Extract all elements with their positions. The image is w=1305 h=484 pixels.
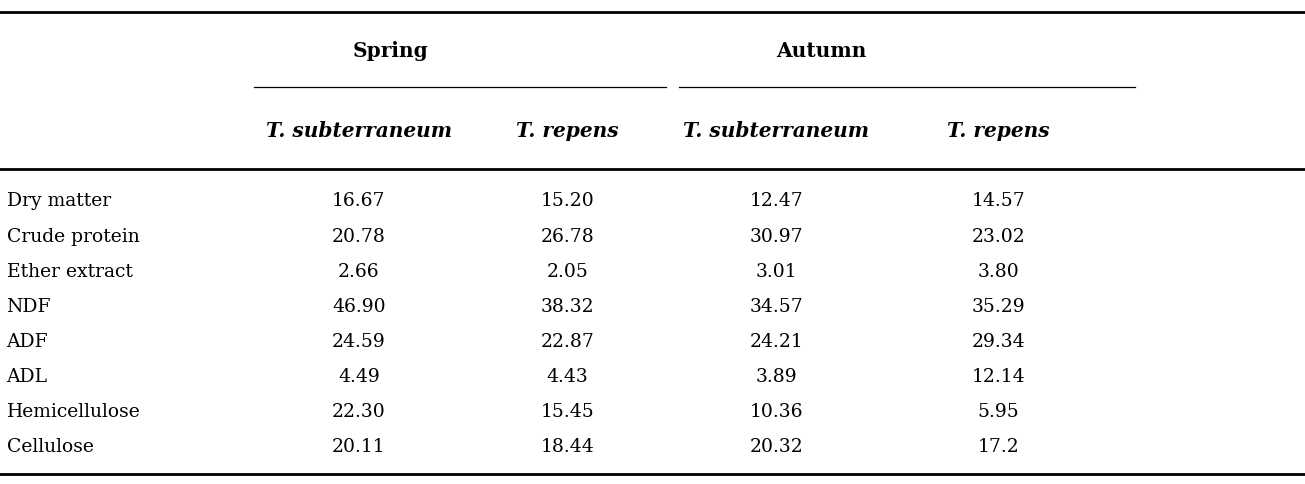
Text: 3.89: 3.89 xyxy=(756,368,797,386)
Text: 16.67: 16.67 xyxy=(333,193,385,211)
Text: 20.11: 20.11 xyxy=(331,438,386,456)
Text: 14.57: 14.57 xyxy=(971,193,1026,211)
Text: Autumn: Autumn xyxy=(776,41,867,61)
Text: 26.78: 26.78 xyxy=(540,227,595,245)
Text: 12.14: 12.14 xyxy=(971,368,1026,386)
Text: 18.44: 18.44 xyxy=(540,438,595,456)
Text: 35.29: 35.29 xyxy=(971,298,1026,316)
Text: Cellulose: Cellulose xyxy=(7,438,94,456)
Text: 38.32: 38.32 xyxy=(540,298,595,316)
Text: T. subterraneum: T. subterraneum xyxy=(266,121,452,141)
Text: Hemicellulose: Hemicellulose xyxy=(7,403,140,421)
Text: 15.45: 15.45 xyxy=(540,403,595,421)
Text: 20.32: 20.32 xyxy=(749,438,804,456)
Text: 12.47: 12.47 xyxy=(749,193,804,211)
Text: 24.21: 24.21 xyxy=(749,333,804,351)
Text: NDF: NDF xyxy=(7,298,51,316)
Text: 3.01: 3.01 xyxy=(756,263,797,281)
Text: ADL: ADL xyxy=(7,368,48,386)
Text: 2.66: 2.66 xyxy=(338,263,380,281)
Text: ADF: ADF xyxy=(7,333,48,351)
Text: 23.02: 23.02 xyxy=(971,227,1026,245)
Text: 4.49: 4.49 xyxy=(338,368,380,386)
Text: T. repens: T. repens xyxy=(947,121,1049,141)
Text: 22.30: 22.30 xyxy=(331,403,386,421)
Text: Ether extract: Ether extract xyxy=(7,263,132,281)
Text: 4.43: 4.43 xyxy=(547,368,589,386)
Text: 29.34: 29.34 xyxy=(971,333,1026,351)
Text: Dry matter: Dry matter xyxy=(7,193,111,211)
Text: T. subterraneum: T. subterraneum xyxy=(684,121,869,141)
Text: 3.80: 3.80 xyxy=(977,263,1019,281)
Text: 10.36: 10.36 xyxy=(750,403,803,421)
Text: 15.20: 15.20 xyxy=(540,193,595,211)
Text: 20.78: 20.78 xyxy=(331,227,386,245)
Text: 46.90: 46.90 xyxy=(331,298,386,316)
Text: 17.2: 17.2 xyxy=(977,438,1019,456)
Text: T. repens: T. repens xyxy=(517,121,619,141)
Text: 2.05: 2.05 xyxy=(547,263,589,281)
Text: 22.87: 22.87 xyxy=(540,333,595,351)
Text: 34.57: 34.57 xyxy=(749,298,804,316)
Text: 5.95: 5.95 xyxy=(977,403,1019,421)
Text: 24.59: 24.59 xyxy=(331,333,386,351)
Text: Spring: Spring xyxy=(352,41,428,61)
Text: 30.97: 30.97 xyxy=(749,227,804,245)
Text: Crude protein: Crude protein xyxy=(7,227,140,245)
